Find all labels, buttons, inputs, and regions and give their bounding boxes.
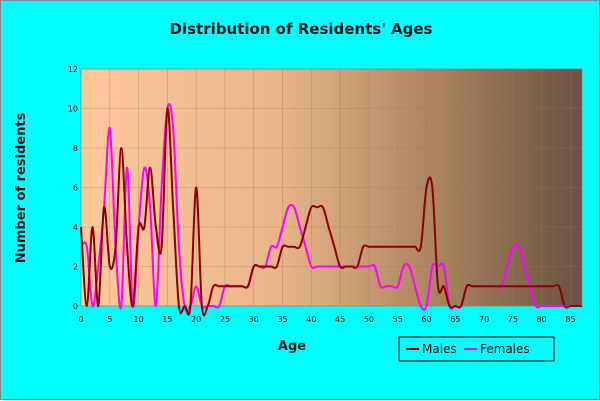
x-tick-label: 80 xyxy=(537,315,547,324)
chart-title: Distribution of Residents' Ages xyxy=(170,20,433,38)
x-tick-label: 85 xyxy=(565,315,575,324)
x-tick-label: 75 xyxy=(508,315,518,324)
x-tick-label: 25 xyxy=(220,315,230,324)
x-tick-label: 20 xyxy=(191,315,201,324)
y-tick-label: 12 xyxy=(68,65,78,74)
x-tick-label: 60 xyxy=(421,315,431,324)
legend-label-females: Females xyxy=(480,342,530,356)
y-axis-label: Number of residents xyxy=(14,112,29,263)
x-tick-label: 50 xyxy=(364,315,374,324)
x-tick-label: 35 xyxy=(277,315,287,324)
x-tick-label: 30 xyxy=(249,315,259,324)
x-tick-label: 65 xyxy=(450,315,460,324)
y-tick-label: 0 xyxy=(73,302,78,311)
y-tick-label: 4 xyxy=(73,223,78,232)
y-tick-label: 10 xyxy=(68,105,78,114)
x-tick-label: 70 xyxy=(479,315,489,324)
x-tick-label: 5 xyxy=(107,315,112,324)
x-tick-label: 45 xyxy=(335,315,345,324)
y-tick-label: 8 xyxy=(73,144,78,153)
x-axis-label: Age xyxy=(278,339,306,354)
legend: Males Females xyxy=(398,336,555,362)
x-tick-label: 40 xyxy=(306,315,316,324)
x-tick-label: 10 xyxy=(133,315,143,324)
x-tick-label: 0 xyxy=(78,315,83,324)
x-tick-label: 55 xyxy=(393,315,403,324)
series-line-males xyxy=(80,107,582,317)
x-tick-label: 15 xyxy=(162,315,172,324)
y-tick-label: 2 xyxy=(73,263,78,272)
legend-label-males: Males xyxy=(422,342,457,356)
y-tick-label: 6 xyxy=(73,184,78,193)
